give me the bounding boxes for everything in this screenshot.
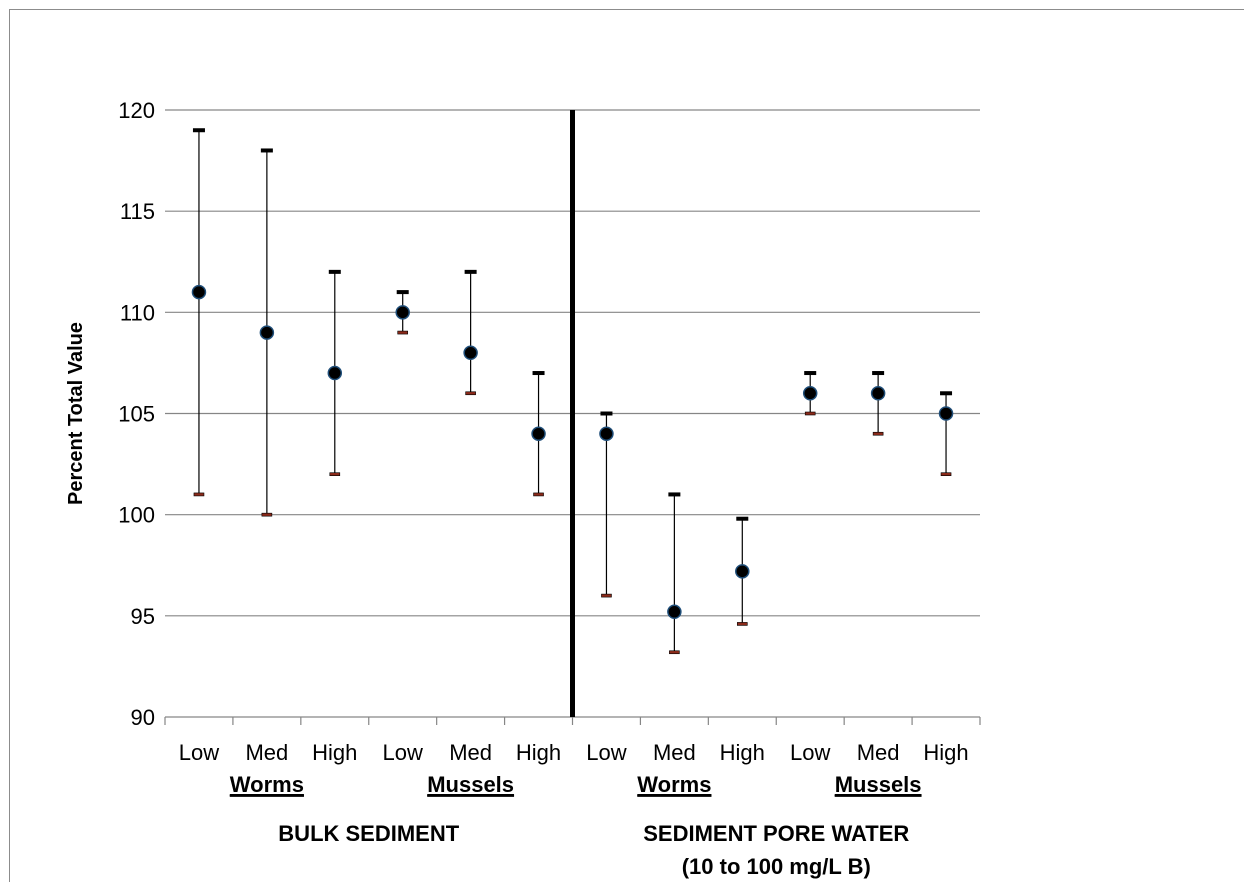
section-label-1-line-0: SEDIMENT PORE WATER <box>643 821 909 846</box>
category-label-6: Low <box>586 740 626 765</box>
error-bar-upper-cap-11 <box>940 391 952 395</box>
mean-point-8 <box>736 565 749 578</box>
error-bar-upper-cap-6 <box>600 412 612 416</box>
mean-point-0 <box>192 286 205 299</box>
y-tick-label-95: 95 <box>131 604 155 629</box>
error-bar-upper-cap-0 <box>193 128 205 132</box>
labels: 90 95 100 105 110 115 120 Percent Total Value Lo… <box>65 98 969 879</box>
category-label-11: High <box>923 740 968 765</box>
group-label-2: Worms <box>637 772 711 797</box>
y-tick-label-110: 110 <box>120 300 155 325</box>
group-label-3: Mussels <box>835 772 922 797</box>
y-tick-label-90: 90 <box>131 705 155 730</box>
category-label-0: Low <box>179 740 219 765</box>
error-bar-upper-cap-8 <box>736 517 748 521</box>
error-bar-upper-cap-10 <box>872 371 884 375</box>
y-axis-label: Percent Total Value <box>65 322 87 505</box>
mean-point-9 <box>804 387 817 400</box>
error-bar-lower-cap-2 <box>330 473 340 476</box>
group-label-0: Worms <box>230 772 304 797</box>
error-bar-upper-cap-1 <box>261 148 273 152</box>
category-label-1: Med <box>245 740 288 765</box>
y-tick-label-120: 120 <box>118 98 155 123</box>
error-bar-upper-cap-3 <box>397 290 409 294</box>
error-bar-lower-cap-7 <box>669 651 679 654</box>
category-label-7: Med <box>653 740 696 765</box>
mean-point-4 <box>464 346 477 359</box>
error-bar-lower-cap-9 <box>805 412 815 415</box>
mean-point-6 <box>600 427 613 440</box>
mean-point-2 <box>328 367 341 380</box>
group-label-1: Mussels <box>427 772 514 797</box>
error-bar-lower-cap-1 <box>262 513 272 516</box>
error-bar-upper-cap-2 <box>329 270 341 274</box>
error-bar-upper-cap-5 <box>533 371 545 375</box>
error-bar-lower-cap-11 <box>941 473 951 476</box>
error-bar-lower-cap-0 <box>194 493 204 496</box>
category-label-10: Med <box>857 740 900 765</box>
mean-point-1 <box>260 326 273 339</box>
y-tick-label-115: 115 <box>120 199 155 224</box>
y-tick-label-105: 105 <box>118 402 155 427</box>
y-tick-label-100: 100 <box>118 503 155 528</box>
mean-point-10 <box>872 387 885 400</box>
mean-point-3 <box>396 306 409 319</box>
error-bar-upper-cap-4 <box>465 270 477 274</box>
error-bar-lower-cap-3 <box>398 331 408 334</box>
category-label-9: Low <box>790 740 830 765</box>
category-label-4: Med <box>449 740 492 765</box>
mean-point-7 <box>668 605 681 618</box>
error-bar-upper-cap-7 <box>668 492 680 496</box>
category-label-8: High <box>720 740 765 765</box>
axes <box>165 110 980 725</box>
error-bar-lower-cap-4 <box>466 392 476 395</box>
error-bar-lower-cap-5 <box>534 493 544 496</box>
error-bar-lower-cap-10 <box>873 432 883 435</box>
section-label-0-line-0: BULK SEDIMENT <box>278 821 459 846</box>
category-label-2: High <box>312 740 357 765</box>
section-label-1-line-1: (10 to 100 mg/L B) <box>682 854 871 879</box>
error-bar-lower-cap-6 <box>601 594 611 597</box>
category-label-3: Low <box>383 740 423 765</box>
error-bar-lower-cap-8 <box>737 622 747 625</box>
error-bar-upper-cap-9 <box>804 371 816 375</box>
mean-point-11 <box>940 407 953 420</box>
mean-point-5 <box>532 427 545 440</box>
category-label-5: High <box>516 740 561 765</box>
